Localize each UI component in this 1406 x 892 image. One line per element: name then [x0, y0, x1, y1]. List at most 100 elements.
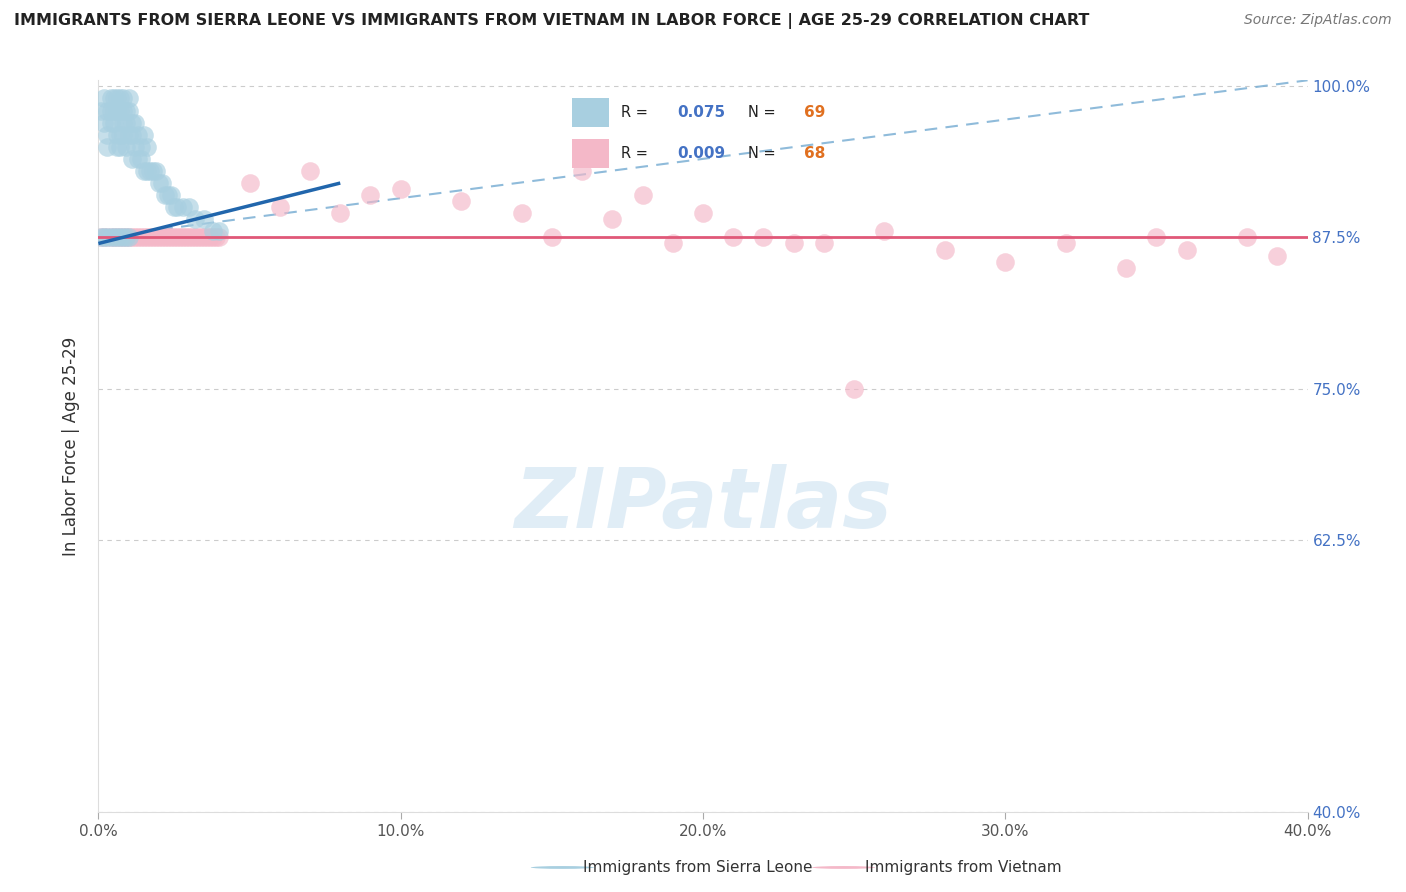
- Point: [139, 164, 162, 178]
- Point: [179, 200, 201, 214]
- Point: [96, 140, 118, 154]
- Point: [752, 230, 775, 244]
- Point: [450, 194, 472, 209]
- Point: [156, 230, 179, 244]
- Point: [1267, 249, 1289, 263]
- Point: [93, 91, 115, 105]
- Point: [145, 230, 167, 244]
- Point: [193, 230, 215, 244]
- Point: [121, 152, 143, 166]
- Text: Immigrants from Sierra Leone: Immigrants from Sierra Leone: [583, 860, 813, 875]
- Point: [103, 230, 125, 244]
- Point: [100, 115, 122, 129]
- Point: [510, 206, 533, 220]
- Point: [132, 230, 155, 244]
- Point: [121, 115, 143, 129]
- Point: [1144, 230, 1167, 244]
- FancyBboxPatch shape: [572, 139, 609, 168]
- Point: [329, 206, 352, 220]
- Point: [163, 200, 186, 214]
- Point: [108, 91, 131, 105]
- Point: [118, 128, 141, 142]
- Point: [160, 188, 183, 202]
- Point: [118, 230, 141, 244]
- Point: [184, 212, 207, 227]
- Point: [142, 164, 165, 178]
- Point: [100, 91, 122, 105]
- Point: [187, 230, 209, 244]
- Point: [129, 230, 152, 244]
- Point: [114, 115, 136, 129]
- Circle shape: [531, 866, 593, 869]
- Y-axis label: In Labor Force | Age 25-29: In Labor Force | Age 25-29: [62, 336, 80, 556]
- Point: [153, 230, 176, 244]
- Point: [105, 140, 128, 154]
- Point: [90, 103, 112, 118]
- Point: [96, 230, 118, 244]
- Text: Source: ZipAtlas.com: Source: ZipAtlas.com: [1244, 13, 1392, 28]
- Point: [163, 230, 186, 244]
- Point: [139, 230, 162, 244]
- Point: [160, 230, 183, 244]
- Point: [100, 230, 122, 244]
- Point: [934, 243, 956, 257]
- Point: [202, 224, 225, 238]
- Point: [631, 188, 654, 202]
- Point: [174, 230, 197, 244]
- Point: [108, 230, 131, 244]
- Text: 0.075: 0.075: [676, 105, 725, 120]
- Point: [166, 230, 188, 244]
- Point: [208, 224, 231, 238]
- Point: [135, 140, 157, 154]
- Point: [118, 103, 141, 118]
- Point: [202, 230, 225, 244]
- Point: [105, 230, 128, 244]
- Point: [96, 230, 118, 244]
- Point: [90, 230, 112, 244]
- Point: [127, 230, 149, 244]
- Point: [93, 230, 115, 244]
- Point: [299, 164, 322, 178]
- Point: [132, 128, 155, 142]
- Point: [121, 128, 143, 142]
- Point: [111, 230, 134, 244]
- Text: R =: R =: [621, 146, 652, 161]
- Point: [118, 230, 141, 244]
- Point: [1054, 236, 1077, 251]
- Point: [153, 188, 176, 202]
- Point: [148, 230, 170, 244]
- Point: [105, 128, 128, 142]
- Point: [114, 103, 136, 118]
- Point: [1175, 243, 1198, 257]
- Point: [181, 230, 204, 244]
- Point: [114, 230, 136, 244]
- Point: [208, 230, 231, 244]
- Text: R =: R =: [621, 105, 652, 120]
- Point: [105, 230, 128, 244]
- Point: [114, 140, 136, 154]
- Point: [184, 230, 207, 244]
- Point: [114, 230, 136, 244]
- Point: [103, 115, 125, 129]
- Point: [105, 103, 128, 118]
- Point: [108, 140, 131, 154]
- Point: [129, 140, 152, 154]
- Point: [571, 164, 593, 178]
- Point: [179, 230, 201, 244]
- Point: [111, 115, 134, 129]
- Point: [692, 206, 714, 220]
- Point: [129, 152, 152, 166]
- Point: [127, 128, 149, 142]
- Point: [96, 103, 118, 118]
- Point: [121, 230, 143, 244]
- Point: [142, 230, 165, 244]
- Point: [150, 230, 173, 244]
- Point: [166, 200, 188, 214]
- Point: [124, 140, 146, 154]
- Point: [200, 230, 222, 244]
- Point: [145, 164, 167, 178]
- Point: [103, 103, 125, 118]
- Point: [195, 230, 218, 244]
- Point: [156, 188, 179, 202]
- Point: [360, 188, 382, 202]
